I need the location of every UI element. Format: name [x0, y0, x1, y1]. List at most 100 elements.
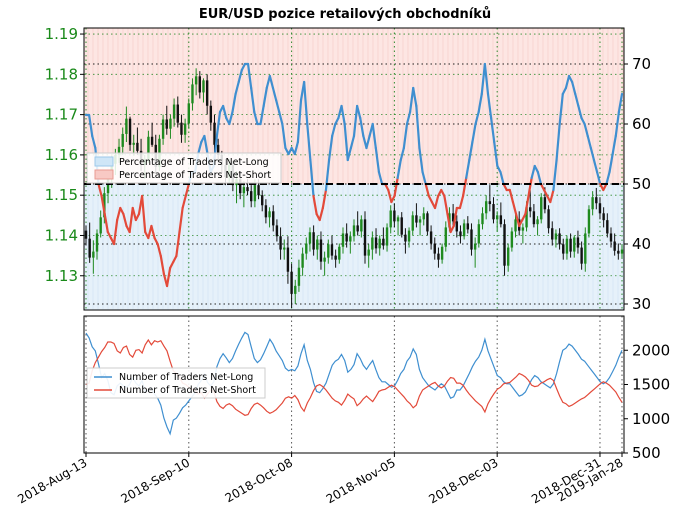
candle-body — [407, 230, 411, 242]
candle-body — [213, 122, 216, 145]
count-tick-label: 1500 — [632, 376, 670, 394]
candle-body — [246, 187, 249, 192]
candle-body — [529, 207, 532, 212]
candle-body — [283, 247, 286, 250]
pct-line-segment — [159, 254, 166, 276]
candle-body — [547, 209, 550, 229]
candle-body — [606, 220, 609, 234]
legend-swatch-net-short — [94, 169, 114, 180]
candle-body — [576, 237, 580, 248]
candle-body — [455, 221, 458, 232]
candle-body — [275, 225, 279, 237]
candle-body — [356, 225, 359, 232]
pct-line-segment — [421, 170, 427, 186]
pct-line-segment — [140, 194, 147, 234]
candle-body — [404, 234, 407, 242]
candle-body — [477, 224, 481, 244]
pct-line-segment — [440, 188, 446, 198]
chart-title: EUR/USD pozice retailových obchodníků — [199, 7, 491, 22]
candle-body — [349, 236, 352, 242]
candle-body — [617, 250, 620, 254]
x-axis: 2018-Aug-13 2018-Sep-10 2018-Oct-08 2018-No… — [15, 453, 626, 506]
candle-body — [595, 197, 598, 204]
candle-body — [532, 211, 536, 225]
candle-body — [172, 104, 176, 119]
pct-line-segment — [377, 170, 384, 186]
pct-line-segment — [577, 104, 583, 120]
pct-line-segment — [356, 104, 362, 120]
candle-body — [562, 244, 565, 254]
candle-body — [503, 224, 506, 266]
legend-label-traders-short: Number of Traders Net-Short — [119, 385, 256, 396]
pct-line-segment — [524, 194, 530, 216]
pct-line-segment — [172, 254, 178, 264]
traders-net-long-line — [85, 331, 623, 436]
candle-body — [202, 80, 205, 93]
pct-line-segment — [608, 152, 614, 174]
percent-tick-label: 40 — [632, 235, 651, 253]
pct-line-segment — [468, 140, 474, 162]
pct-line-segment — [542, 188, 549, 198]
pct-line-segment — [443, 194, 449, 216]
candle-body — [510, 231, 514, 248]
candle-body — [147, 136, 150, 159]
pct-line-segment — [231, 92, 237, 114]
pct-line-segment — [458, 194, 465, 210]
pct-line-segment — [215, 110, 222, 138]
candle-body — [488, 201, 492, 205]
top-panel-frame — [83, 27, 625, 311]
pct-line-segment — [346, 146, 352, 162]
candle-body — [433, 243, 436, 254]
candle-body — [422, 213, 425, 220]
pct-line-segment — [306, 122, 312, 162]
pct-line-segment — [518, 218, 524, 228]
candle-body — [484, 201, 488, 214]
candle-body — [117, 146, 121, 155]
candle-body — [367, 249, 370, 256]
candle-body — [286, 247, 290, 272]
pct-line-segment — [536, 170, 543, 186]
pct-line-segment — [88, 113, 94, 138]
candle-body — [136, 142, 139, 151]
pct-line-segment — [359, 116, 365, 138]
pct-line-segment — [617, 92, 624, 114]
candle-body — [323, 257, 326, 262]
candle-body — [470, 229, 473, 250]
date-tick-label: 2018-Nov-05 — [324, 455, 398, 506]
candle-body — [426, 213, 429, 232]
pct-line-segment — [169, 260, 175, 270]
candle-body — [554, 233, 558, 240]
percent-tick-label: 50 — [632, 175, 651, 193]
pct-line-segment — [274, 98, 281, 114]
pct-line-segment — [349, 134, 356, 150]
pct-line-segment — [561, 86, 568, 96]
candle-body — [514, 219, 517, 232]
pct-line-segment — [281, 122, 287, 150]
price-tick-label: 1.18 — [45, 65, 78, 83]
date-tick-label: 2018-Sep-10 — [119, 455, 193, 506]
candle-body — [587, 209, 591, 234]
candle-body — [253, 185, 257, 202]
pct-line-segment — [178, 206, 184, 234]
candle-body — [396, 217, 400, 222]
pct-line-segment — [452, 206, 458, 228]
candle-body — [176, 104, 179, 123]
pct-line-segment — [424, 182, 430, 198]
pct-line-segment — [567, 74, 574, 84]
pct-line-segment — [312, 194, 318, 216]
pct-line-segment — [611, 134, 617, 156]
pct-line-segment — [399, 146, 405, 162]
pct-line-segment — [331, 122, 337, 138]
count-tick-label: 500 — [632, 444, 661, 462]
candle-body — [466, 223, 470, 230]
pct-line-segment — [253, 110, 259, 126]
pct-line-segment — [471, 122, 477, 144]
pct-line-segment — [131, 206, 137, 222]
pct-line-segment — [228, 110, 234, 126]
pct-line-segment — [393, 176, 399, 198]
candle-body — [540, 197, 543, 220]
candle-body — [411, 215, 414, 231]
candle-body — [180, 122, 183, 135]
pct-line-segment — [119, 206, 125, 216]
candle-body — [250, 191, 253, 202]
